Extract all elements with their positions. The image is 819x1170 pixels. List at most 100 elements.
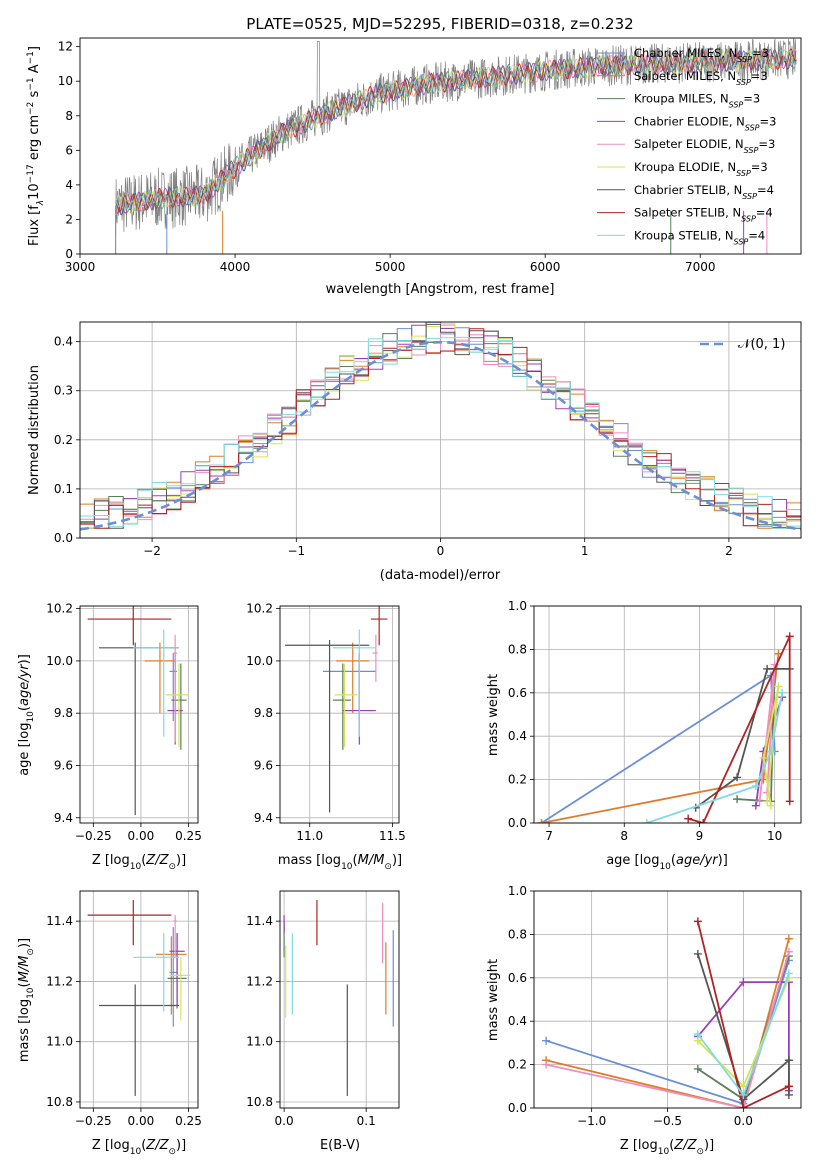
x-axis-label-part: /: [154, 853, 161, 868]
data-point-marker: [537, 819, 546, 823]
y-tick-label: 0.0: [508, 816, 527, 830]
legend-subscript: SSP: [742, 191, 757, 200]
y-axis-label-part: (: [17, 982, 32, 987]
y-tick-label: 10.8: [246, 1095, 273, 1109]
x-axis-label-part: Z: [145, 853, 156, 868]
y-axis-label-part: −2: [26, 102, 36, 115]
x-axis-label-subscript: ⊙: [696, 1147, 704, 1157]
x-tick-label: 0: [437, 544, 445, 558]
legend-subscript: SSP: [741, 214, 756, 223]
y-axis-label-part: )]: [17, 654, 32, 664]
y-tick-label: 0.2: [54, 433, 73, 447]
spectrum-panel: 3000 4000 5000 6000 7000 0 2 4 6 8 10 12 Chabrier MI…: [26, 37, 802, 297]
legend-suffix: =4: [757, 183, 774, 197]
y-axis-label-part: λ: [36, 200, 46, 206]
y-tick-label: 0.1: [54, 482, 73, 496]
x-tick-label: 5000: [375, 260, 406, 274]
y-axis-label-part: 10: [26, 711, 36, 723]
legend-suffix: =3: [758, 137, 775, 151]
y-axis-label-part: 10: [27, 183, 42, 200]
data-point-marker: [766, 801, 775, 810]
normal-distribution-curve: [80, 340, 801, 531]
y-axis-label-prefix: age [log: [17, 723, 32, 776]
legend-label: Salpeter STELIB, N: [634, 206, 741, 220]
y-tick-label: 0.2: [508, 1058, 527, 1072]
x-axis-label-subscript: 10: [130, 862, 142, 872]
y-tick-label: 0.8: [508, 642, 527, 656]
y-tick-label: 0.4: [508, 1014, 527, 1028]
y-axis-label-prefix: Flux [f: [27, 205, 42, 246]
data-point-marker: [784, 969, 793, 978]
y-axis-label-part: )]: [17, 938, 32, 948]
data-point-marker: [763, 664, 772, 673]
plot-area: [283, 900, 394, 1096]
y-axis-label-part: M/M: [17, 956, 32, 983]
axes-frame: [79, 605, 199, 824]
legend-subscript: SSP: [744, 146, 759, 155]
legend-entry: Kroupa MILES, NSSP=3: [634, 92, 760, 110]
x-axis-label-subscript: 10: [659, 862, 671, 872]
data-point-marker: [766, 747, 775, 756]
legend-label: Chabrier MILES, N: [634, 46, 737, 60]
data-point-marker: [784, 1056, 793, 1065]
x-tick-label: −2: [143, 544, 161, 558]
x-axis-label: (data-model)/error: [380, 568, 501, 583]
data-point-marker: [784, 1082, 793, 1091]
x-tick-label: 9: [696, 829, 704, 843]
weight-vs-metallicity-panel: −1.0 −0.5 0.00.00.20.40.60.81.0Z [log10(Z/…: [486, 884, 802, 1157]
y-axis-label-prefix: mass [log: [17, 999, 32, 1062]
plot-area: [284, 606, 388, 813]
legend-subscript: SSP: [745, 123, 760, 132]
x-tick-label: 0.00: [128, 1114, 155, 1128]
data-point-marker: [784, 1090, 793, 1099]
x-tick-label: 11.0: [296, 829, 323, 843]
weight-series-line: [687, 636, 791, 823]
y-tick-label: 0.4: [54, 335, 73, 349]
y-axis-label-part: −17: [26, 164, 36, 183]
y-tick-label: 2: [65, 212, 73, 226]
y-axis-label-part: ⊙: [26, 948, 36, 956]
model-spectrum-line: [115, 48, 797, 213]
x-axis-label-subscript: ⊙: [168, 1147, 176, 1157]
x-axis-label-part: Z: [145, 1138, 156, 1153]
legend-subscript: SSP: [736, 77, 751, 86]
y-tick-label: 10.2: [46, 602, 73, 616]
axes-frame: [279, 605, 400, 824]
legend-entry: Chabrier ELODIE, NSSP=3: [634, 114, 776, 131]
x-tick-label: 8: [620, 829, 628, 843]
y-tick-label: 9.8: [54, 706, 73, 720]
x-axis-label-prefix: age [log: [606, 853, 659, 868]
axes-frame: [279, 890, 400, 1109]
x-tick-label: 11.5: [379, 829, 406, 843]
x-tick-label: 6000: [530, 260, 561, 274]
axes-frame: [79, 37, 802, 255]
data-point-marker: [774, 682, 783, 691]
legend-suffix: =3: [760, 114, 777, 128]
y-tick-label: 0.6: [508, 971, 527, 985]
y-tick-label: 9.4: [254, 811, 273, 825]
y-tick-label: 10: [58, 74, 73, 88]
y-axis-label: mass weight: [486, 959, 501, 1041]
legend-subscript: SSP: [734, 237, 749, 246]
legend-label: Salpeter ELODIE, N: [634, 137, 744, 151]
x-tick-label: −1: [287, 544, 305, 558]
x-axis-label-subscript: ⊙: [168, 862, 176, 872]
data-point-marker: [785, 632, 794, 641]
y-tick-label: 11.0: [246, 1035, 273, 1049]
plot-area: [87, 900, 191, 1096]
weight-series-line: [696, 953, 790, 1101]
weight-series-line: [545, 938, 790, 1108]
plot-area: [115, 38, 797, 254]
data-point-marker: [684, 814, 693, 823]
x-axis-label-part: /: [368, 853, 375, 868]
x-axis-label-part: /: [154, 1138, 161, 1153]
figure-title: PLATE=0525, MJD=52295, FIBERID=0318, z=0…: [246, 15, 633, 33]
y-tick-label: 0: [65, 247, 73, 261]
x-axis-label-part: age/yr: [676, 853, 719, 868]
x-axis-label-part: )]: [392, 853, 402, 868]
y-tick-label: 10.0: [246, 654, 273, 668]
y-tick-label: 10.0: [46, 654, 73, 668]
x-axis-label-part: )]: [176, 853, 186, 868]
y-tick-label: 11.4: [246, 914, 273, 928]
